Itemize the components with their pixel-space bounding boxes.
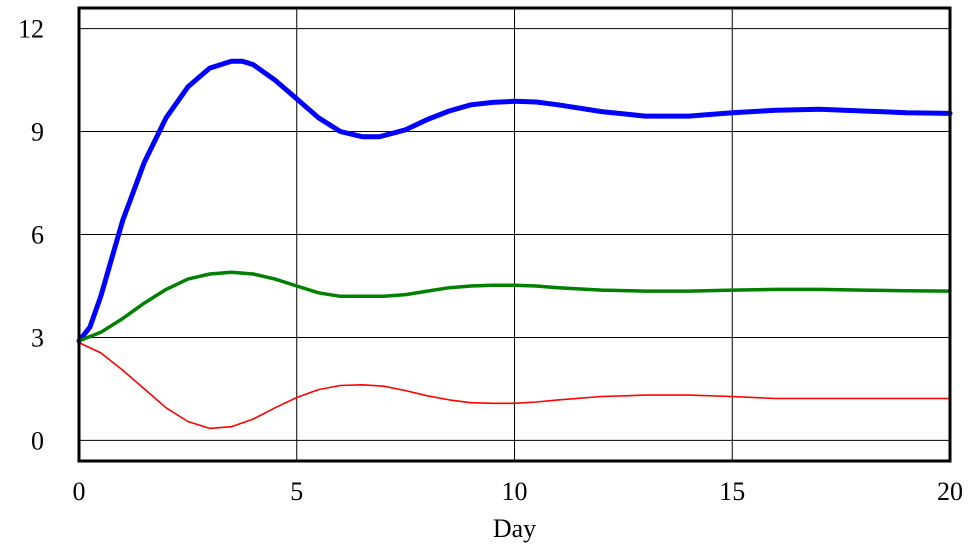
- y-tick-label: 3: [31, 323, 44, 352]
- series-group: [76, 58, 953, 430]
- series-line-1: [76, 58, 953, 344]
- y-tick-label: 9: [31, 118, 44, 147]
- x-tick-label: 20: [937, 477, 963, 506]
- tick-labels: 0 5 10 15 20 0 3 6 9 12: [18, 15, 963, 506]
- x-axis-title: Day: [493, 514, 536, 543]
- y-tick-label: 12: [18, 15, 44, 44]
- x-tick-label: 0: [73, 477, 86, 506]
- x-tick-label: 15: [719, 477, 745, 506]
- x-tick-label: 5: [290, 477, 303, 506]
- y-tick-label: 0: [31, 426, 44, 455]
- plot-area-frame: [77, 6, 952, 463]
- y-tick-label: 6: [31, 221, 44, 250]
- series-line-2: [77, 270, 952, 343]
- series-line-3: [78, 341, 951, 430]
- grid-lines: [79, 8, 950, 461]
- x-tick-label: 10: [502, 477, 528, 506]
